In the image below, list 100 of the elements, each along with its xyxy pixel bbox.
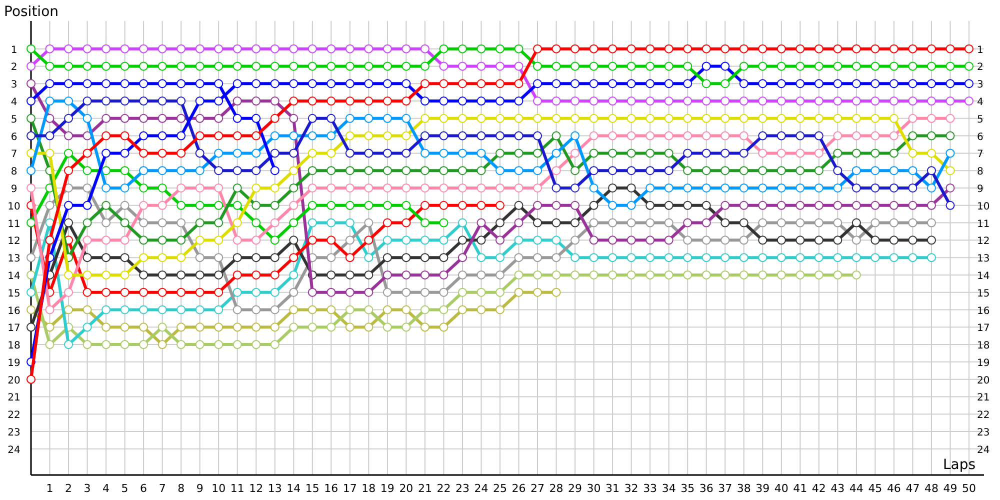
point <box>552 131 561 140</box>
point <box>102 253 111 262</box>
point <box>364 236 374 245</box>
point <box>345 322 354 332</box>
point <box>776 114 786 123</box>
point <box>326 253 336 262</box>
point <box>683 131 692 140</box>
y-tick-label: 5 <box>10 114 18 126</box>
point <box>776 96 786 106</box>
x-tick-label: 19 <box>380 482 394 495</box>
point <box>270 322 280 332</box>
point <box>270 44 280 54</box>
x-tick-label: 1 <box>46 482 54 495</box>
point <box>232 44 242 54</box>
point <box>214 114 224 123</box>
point <box>402 114 411 123</box>
point <box>739 79 748 88</box>
point <box>739 114 748 123</box>
y-tick-label: 19 <box>8 358 20 369</box>
point <box>514 166 524 176</box>
x-tick-label: 49 <box>943 482 958 495</box>
point <box>458 166 467 176</box>
point <box>139 305 148 314</box>
point <box>232 200 242 210</box>
point <box>758 236 768 245</box>
point <box>176 236 186 245</box>
point <box>870 253 880 262</box>
point <box>608 166 618 176</box>
point <box>646 218 655 228</box>
point <box>120 322 130 332</box>
point <box>889 148 898 158</box>
point <box>420 166 430 176</box>
point <box>476 96 486 106</box>
point <box>589 200 598 210</box>
point <box>120 288 130 297</box>
point <box>82 166 92 176</box>
point <box>646 166 655 176</box>
point <box>796 96 805 106</box>
point <box>514 131 524 140</box>
point <box>308 166 317 176</box>
point <box>589 270 598 280</box>
point <box>402 96 411 106</box>
point <box>364 218 374 228</box>
point <box>552 288 561 297</box>
point <box>908 166 918 176</box>
point <box>232 218 242 228</box>
point <box>326 44 336 54</box>
point <box>195 305 204 314</box>
y2-tick-label: 7 <box>977 149 984 160</box>
point <box>533 253 542 262</box>
point <box>626 131 636 140</box>
point <box>664 253 674 262</box>
point <box>364 62 374 71</box>
point <box>139 79 148 88</box>
point <box>720 148 730 158</box>
point <box>570 148 580 158</box>
point <box>120 62 130 71</box>
point <box>308 79 317 88</box>
point <box>252 340 261 350</box>
point <box>252 253 261 262</box>
y-tick-label: 7 <box>10 149 18 160</box>
point <box>908 253 918 262</box>
point <box>570 114 580 123</box>
point <box>664 44 674 54</box>
point <box>214 288 224 297</box>
point <box>514 253 524 262</box>
point <box>345 148 354 158</box>
point <box>158 200 167 210</box>
point <box>176 288 186 297</box>
point <box>683 148 692 158</box>
point <box>420 270 430 280</box>
x-tick-label: 25 <box>492 482 507 495</box>
point <box>458 44 467 54</box>
point <box>158 148 167 158</box>
point <box>402 236 411 245</box>
point <box>252 131 261 140</box>
point <box>514 270 524 280</box>
point <box>814 183 824 192</box>
point <box>439 44 448 54</box>
point <box>946 148 955 158</box>
point <box>102 340 111 350</box>
point <box>420 114 430 123</box>
point <box>589 114 598 123</box>
point <box>64 96 74 106</box>
point <box>702 44 711 54</box>
y2-tick-label: 21 <box>977 392 990 404</box>
point <box>308 236 317 245</box>
y-tick-label: 11 <box>8 218 20 230</box>
point <box>176 44 186 54</box>
point <box>82 288 92 297</box>
point <box>870 236 880 245</box>
point <box>646 236 655 245</box>
point <box>270 218 280 228</box>
y-tick-label: 8 <box>10 166 18 178</box>
point <box>852 183 861 192</box>
point <box>158 322 167 332</box>
point <box>82 44 92 54</box>
point <box>776 166 786 176</box>
point <box>232 322 242 332</box>
point <box>514 148 524 158</box>
